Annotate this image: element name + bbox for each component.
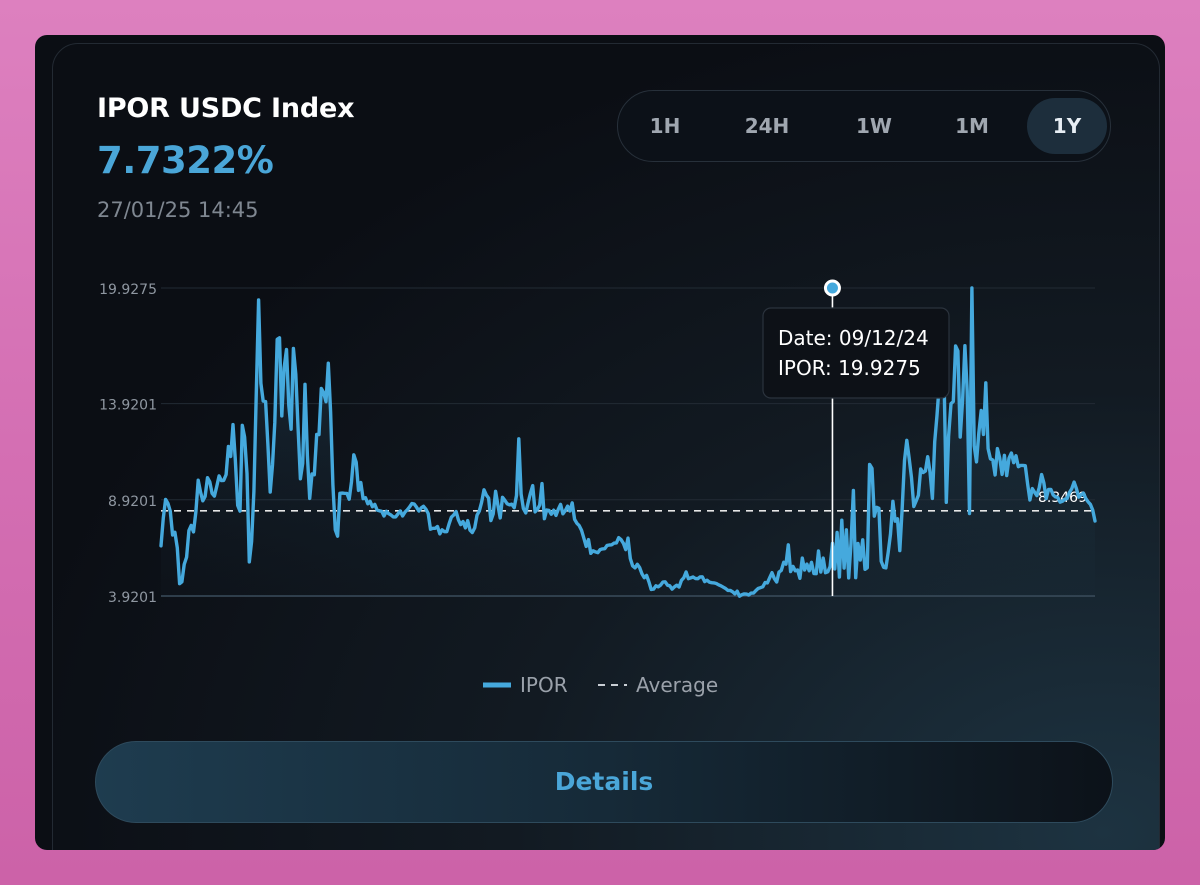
details-button[interactable]: Details [95,741,1113,823]
index-chart: 19.9275 13.9201 8.9201 3.9201 8.3469 Date: … [99,279,1097,697]
time-range-tabs: 1H 24H 1W 1M 1Y [617,90,1111,162]
tooltip-box [762,307,950,399]
index-card: IPOR USDC Index 7.7322% 27/01/25 14:45 1… [35,35,1165,850]
tab-1y[interactable]: 1Y [1027,98,1107,154]
tab-1w[interactable]: 1W [856,114,892,138]
tab-1m[interactable]: 1M [955,114,989,138]
y-tick-label: 3.9201 [108,590,157,606]
average-label: 8.3469 [1038,490,1087,506]
tab-1h[interactable]: 1H [649,114,681,138]
tab-24h[interactable]: 24H [744,114,790,138]
index-title: IPOR USDC Index [97,93,355,124]
chart-legend: IPOR Average [483,673,718,697]
tooltip: Date: 09/12/24 IPOR: 19.9275 [762,307,950,399]
hover-point[interactable] [823,279,841,297]
y-tick-label: 19.9275 [99,282,157,298]
current-value: 7.7322% [97,139,274,182]
timestamp: 27/01/25 14:45 [97,198,259,222]
y-tick-label: 13.9201 [99,398,157,414]
legend-ipor-label[interactable]: IPOR [520,673,568,697]
y-tick-label: 8.9201 [108,494,157,510]
tooltip-value: IPOR: 19.9275 [778,356,921,380]
tooltip-date: Date: 09/12/24 [778,326,929,350]
legend-average-label[interactable]: Average [636,673,718,697]
series-area-fill [161,288,1095,597]
